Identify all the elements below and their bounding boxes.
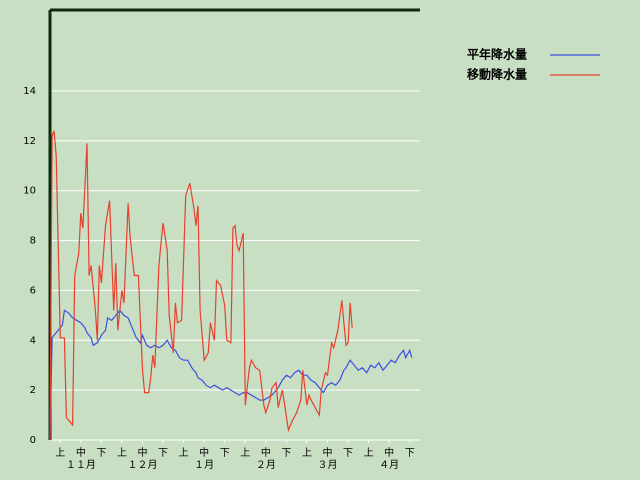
month-label: ３月 xyxy=(318,459,338,471)
x-tick-label: 中 xyxy=(384,446,394,459)
x-tick-label: 上 xyxy=(179,447,189,459)
month-label: ４月 xyxy=(379,459,399,471)
x-tick-label: 中 xyxy=(138,446,148,459)
legend-label: 平年降水量 xyxy=(467,47,527,62)
y-tick-label: 10 xyxy=(23,186,36,197)
y-tick-label: 0 xyxy=(30,435,36,446)
x-tick-label: 下 xyxy=(343,448,353,459)
x-tick-label: 下 xyxy=(281,448,291,459)
month-label: １月 xyxy=(194,459,214,471)
y-tick-label: 2 xyxy=(30,385,36,396)
x-tick-label: 下 xyxy=(158,448,168,459)
x-tick-label: 中 xyxy=(76,446,86,459)
x-tick-label: 下 xyxy=(220,448,230,459)
x-tick-label: 中 xyxy=(323,446,333,459)
series-line xyxy=(49,309,413,441)
y-tick-label: 8 xyxy=(30,236,36,247)
month-label: １１月 xyxy=(66,459,96,471)
x-tick-label: 下 xyxy=(405,448,415,459)
x-tick-label: 下 xyxy=(96,448,106,459)
x-tick-label: 上 xyxy=(55,447,65,459)
x-tick-label: 上 xyxy=(117,447,127,459)
x-tick-label: 中 xyxy=(199,446,209,459)
x-tick-label: 中 xyxy=(261,446,271,459)
y-tick-label: 14 xyxy=(23,86,36,97)
x-tick-label: 上 xyxy=(302,447,312,459)
x-tick-label: 上 xyxy=(240,447,250,459)
y-tick-label: 12 xyxy=(23,136,36,147)
series-line xyxy=(49,130,353,441)
legend-label: 移動降水量 xyxy=(467,67,527,82)
x-tick-label: 上 xyxy=(364,447,374,459)
month-label: ２月 xyxy=(256,459,276,471)
month-label: １２月 xyxy=(128,459,158,471)
y-tick-label: 6 xyxy=(30,285,36,296)
y-tick-label: 4 xyxy=(30,335,36,346)
